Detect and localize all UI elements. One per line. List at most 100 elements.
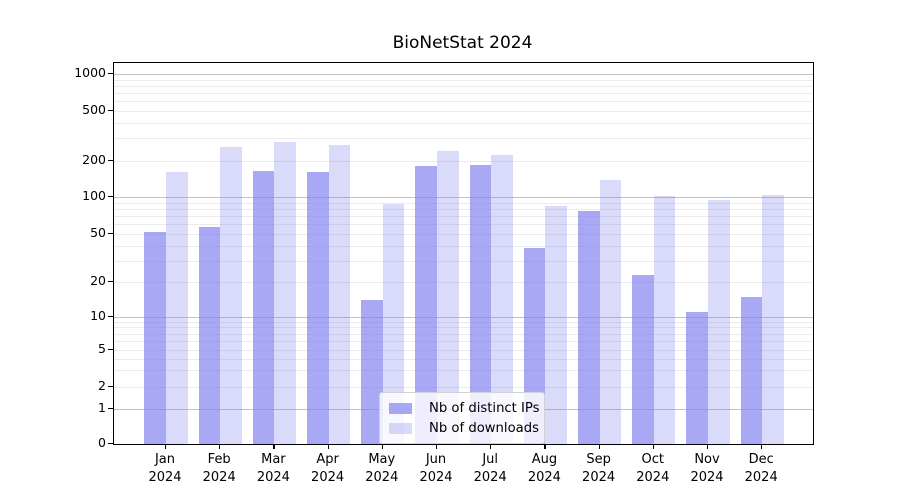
bar-distinct-ips-sep	[577, 210, 600, 444]
x-tick-mark-may	[381, 444, 383, 449]
gridline-major-1000	[114, 74, 813, 75]
gridline-minor-40	[114, 245, 813, 247]
bar-distinct-ips-feb	[198, 227, 221, 444]
y-tick-mark-200	[108, 159, 113, 161]
x-tick-label-jan: Jan 2024	[148, 452, 182, 485]
gridline-minor-4	[114, 358, 813, 360]
bar-downloads-apr	[328, 144, 351, 444]
y-tick-mark-10	[108, 316, 113, 318]
x-tick-label-feb: Feb 2024	[202, 452, 236, 485]
gridline-minor-80	[114, 208, 813, 210]
x-tick-mark-sep	[598, 444, 600, 449]
x-tick-label-oct: Oct 2024	[636, 452, 670, 485]
x-tick-mark-apr	[327, 444, 329, 449]
y-tick-label-2: 2	[98, 378, 106, 393]
gridline-minor-20	[114, 282, 813, 283]
legend-item-distinct-ips: Nb of distinct IPs	[386, 398, 540, 418]
y-tick-label-500: 500	[82, 101, 106, 117]
bar-downloads-jul	[491, 155, 513, 444]
bar-downloads-jun	[437, 151, 459, 444]
bar-downloads-jan	[166, 172, 188, 444]
gridline-minor-90	[114, 202, 813, 204]
y-tick-label-50: 50	[90, 225, 106, 240]
x-tick-mark-aug	[544, 444, 546, 449]
x-tick-mark-jul	[490, 444, 492, 449]
bar-downloads-sep	[599, 179, 622, 444]
gridline-minor-600	[114, 100, 813, 102]
bar-distinct-ips-may	[361, 300, 383, 444]
x-tick-label-jul: Jul 2024	[473, 452, 507, 485]
gridline-minor-200	[114, 160, 813, 162]
gridline-minor-70	[114, 216, 813, 218]
y-tick-label-5: 5	[98, 340, 106, 356]
gridline-minor-3	[114, 370, 813, 372]
bar-downloads-oct	[653, 196, 676, 444]
bar-distinct-ips-nov	[686, 312, 708, 444]
bar-downloads-nov	[708, 200, 730, 444]
legend-swatch-downloads	[389, 422, 412, 434]
gridline-minor-6	[114, 340, 813, 342]
x-tick-label-dec: Dec 2024	[744, 452, 778, 485]
x-tick-mark-feb	[219, 444, 221, 449]
x-tick-label-mar: Mar 2024	[256, 452, 290, 485]
bar-downloads-dec	[762, 195, 784, 444]
gridline-minor-30	[114, 260, 813, 262]
legend: Nb of distinct IPs Nb of downloads	[379, 392, 545, 444]
y-tick-label-1000: 1000	[74, 65, 106, 80]
x-tick-label-nov: Nov 2024	[690, 452, 724, 485]
bar-distinct-ips-jun	[415, 166, 437, 444]
y-tick-mark-0	[108, 443, 113, 445]
gridline-major-100	[114, 197, 813, 198]
y-tick-label-1: 1	[98, 400, 106, 415]
y-tick-label-10: 10	[90, 308, 106, 323]
gridline-minor-700	[114, 92, 813, 94]
y-tick-mark-50	[108, 233, 113, 235]
gridline-minor-800	[114, 85, 813, 87]
x-tick-label-may: May 2024	[365, 452, 399, 485]
gridline-minor-9	[114, 321, 813, 323]
bar-downloads-mar	[274, 141, 297, 444]
y-tick-mark-500	[108, 109, 113, 111]
plot-area	[113, 62, 814, 445]
bar-distinct-ips-mar	[252, 171, 275, 444]
gridline-major-10	[114, 317, 813, 318]
legend-swatch-distinct-ips	[389, 402, 412, 414]
y-tick-mark-5	[108, 348, 113, 350]
y-tick-mark-1	[108, 408, 113, 410]
gridline-minor-300	[114, 138, 813, 140]
bar-distinct-ips-dec	[740, 296, 763, 444]
legend-label-downloads: Nb of downloads	[429, 420, 539, 436]
x-tick-label-sep: Sep 2024	[582, 452, 616, 485]
x-tick-label-jun: Jun 2024	[419, 452, 453, 485]
y-tick-label-100: 100	[82, 188, 106, 203]
bar-distinct-ips-jul	[469, 164, 492, 444]
gridline-minor-7	[114, 333, 813, 335]
x-tick-mark-oct	[652, 444, 654, 449]
y-tick-mark-100	[108, 196, 113, 198]
y-tick-mark-1000	[108, 73, 113, 75]
gridline-minor-2	[114, 387, 813, 388]
y-tick-mark-2	[108, 386, 113, 388]
gridline-minor-8	[114, 327, 813, 329]
y-tick-label-200: 200	[82, 151, 106, 167]
gridline-minor-50	[114, 234, 813, 235]
x-tick-mark-jun	[436, 444, 438, 449]
legend-label-distinct-ips: Nb of distinct IPs	[429, 400, 540, 416]
gridline-minor-500	[114, 110, 813, 112]
y-tick-label-0: 0	[98, 435, 106, 450]
bar-downloads-aug	[545, 206, 568, 444]
bar-downloads-may	[382, 203, 405, 444]
x-tick-mark-jan	[165, 444, 167, 449]
x-tick-mark-mar	[273, 444, 275, 449]
bar-distinct-ips-oct	[632, 274, 654, 444]
y-tick-label-20: 20	[90, 273, 106, 288]
gridline-minor-60	[114, 224, 813, 226]
bar-downloads-feb	[220, 147, 242, 444]
chart-title: BioNetStat 2024	[392, 33, 533, 53]
x-tick-mark-dec	[761, 444, 763, 449]
legend-item-downloads: Nb of downloads	[386, 418, 539, 438]
y-tick-mark-20	[108, 281, 113, 283]
x-tick-mark-nov	[707, 444, 709, 449]
gridline-minor-400	[114, 122, 813, 124]
